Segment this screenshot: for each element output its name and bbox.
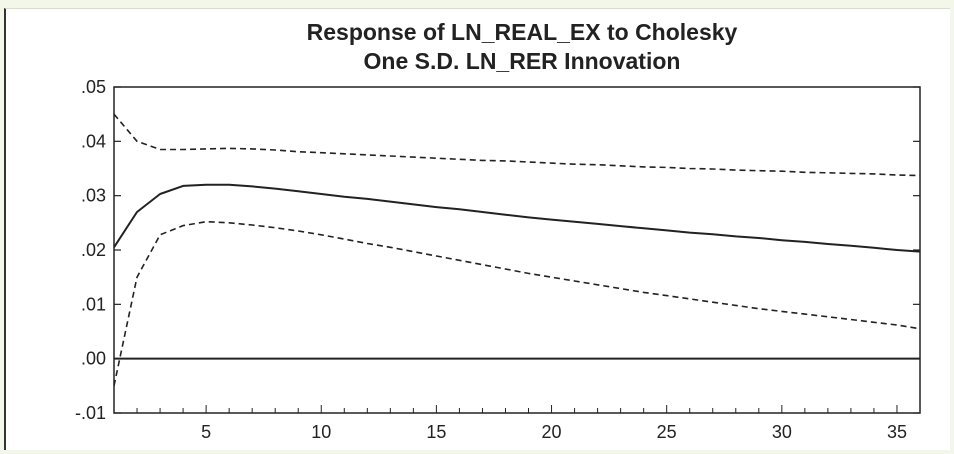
x-tick-label: 5 xyxy=(201,422,211,442)
y-tick-label: .05 xyxy=(81,77,106,97)
y-tick-label: .03 xyxy=(81,186,106,206)
x-tick-label: 15 xyxy=(426,422,446,442)
confidence-band-line-2 xyxy=(113,220,921,386)
y-tick-label: .00 xyxy=(81,349,106,369)
series-layer xyxy=(113,113,921,386)
x-tick-label: 35 xyxy=(887,422,907,442)
x-tick-label: 30 xyxy=(772,422,792,442)
impulse-response-chart: Response of LN_REAL_EX to Cholesky One S… xyxy=(75,19,921,442)
response-line-0 xyxy=(113,183,921,253)
chart-frame: Response of LN_REAL_EX to Cholesky One S… xyxy=(4,8,950,450)
y-tick-label: .02 xyxy=(81,240,106,260)
x-axis: 5 10 15 20 25 30 35 xyxy=(113,405,921,442)
y-tick-label: -.01 xyxy=(75,403,106,423)
x-tick-label: 25 xyxy=(657,422,677,442)
chart-title-line-1: Response of LN_REAL_EX to Cholesky xyxy=(307,19,738,45)
plot-area xyxy=(113,86,921,414)
y-tick-label: .01 xyxy=(81,294,106,314)
y-axis: -.01 .00 .01 .02 .03 .04 .05 xyxy=(75,77,920,423)
x-tick-label: 10 xyxy=(311,422,331,442)
y-tick-label: .04 xyxy=(81,131,106,151)
chart-title-line-2: One S.D. LN_RER Innovation xyxy=(364,48,681,74)
x-tick-label: 20 xyxy=(542,422,562,442)
confidence-band-line-1 xyxy=(113,113,921,177)
